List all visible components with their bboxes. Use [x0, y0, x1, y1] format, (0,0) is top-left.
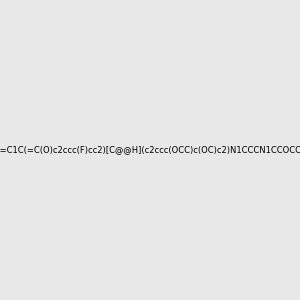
- Text: O=C1C(=C(O)c2ccc(F)cc2)[C@@H](c2ccc(OCC)c(OC)c2)N1CCCN1CCOCC1: O=C1C(=C(O)c2ccc(F)cc2)[C@@H](c2ccc(OCC)…: [0, 146, 300, 154]
